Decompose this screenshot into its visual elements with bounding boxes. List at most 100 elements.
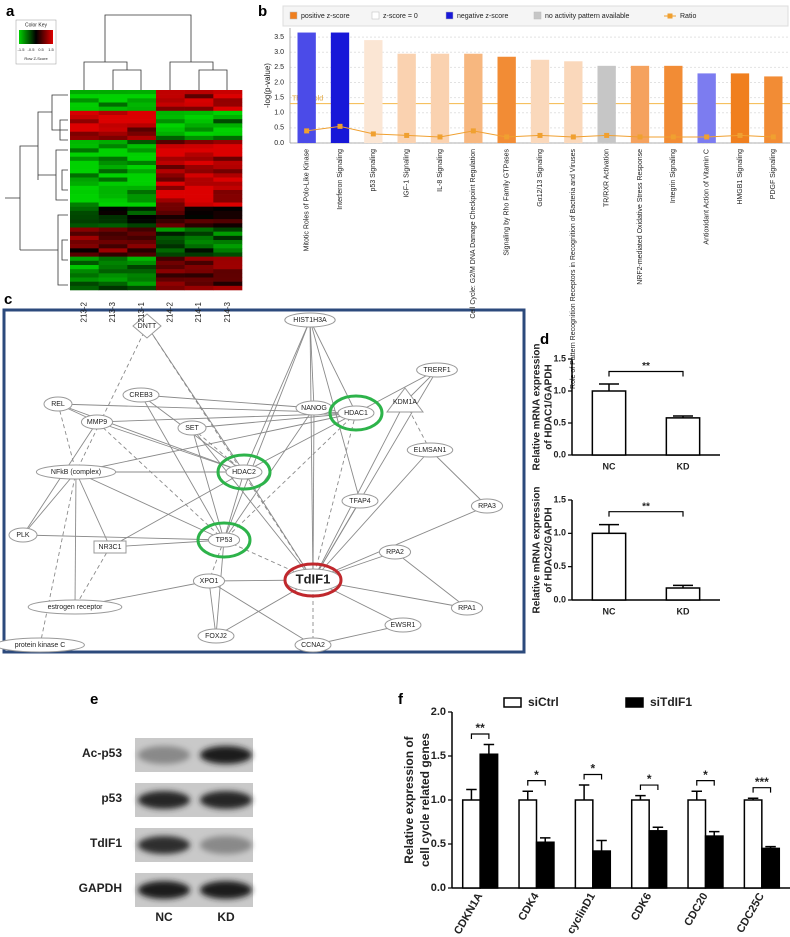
heatmap-cell [213, 219, 243, 224]
heatmap-cell [70, 181, 99, 187]
heatmap-cell [184, 269, 214, 274]
bar [704, 835, 724, 889]
heatmap-cell [184, 135, 214, 141]
heatmap-cell [156, 181, 185, 187]
x-tick-label: Signaling by Rho Family GTPases [504, 149, 511, 256]
heatmap-cell [156, 227, 185, 232]
bar [591, 390, 627, 456]
error-bar [708, 830, 720, 837]
heatmap-cell [156, 277, 185, 282]
node-label: NFkB (complex) [51, 469, 101, 476]
heatmap-cell [127, 156, 157, 162]
y-axis-label: Relative mRNA expression [532, 487, 543, 614]
heatmap-cell [184, 152, 214, 157]
heatmap-cell [156, 244, 185, 249]
network-node [122, 387, 160, 403]
heatmap-cell [70, 219, 99, 224]
network-edge [96, 421, 225, 541]
x-tick-label: IL-8 Signaling [437, 149, 444, 192]
heatmap-cell [127, 215, 157, 220]
y-tick-label: 0.5 [553, 561, 566, 571]
heatmap-cell [213, 94, 243, 99]
node-label: XPO1 [200, 578, 219, 585]
heatmap-cell [156, 102, 185, 107]
heatmap-cell [70, 127, 99, 132]
legend-swatch [445, 11, 454, 20]
error-bar [652, 826, 664, 831]
heatmap-cell [184, 215, 214, 220]
heatmap-cell [127, 181, 157, 187]
heatmap-cell [156, 156, 185, 162]
heatmap-cell [98, 223, 128, 228]
heatmap-cell [156, 273, 185, 278]
heatmap-cell [184, 110, 214, 116]
bar [597, 65, 616, 143]
heatmap-cell [156, 252, 185, 257]
network-edge [309, 319, 314, 581]
node-label: ELMSAN1 [414, 447, 447, 454]
heatmap-cell [184, 256, 214, 262]
heatmap-cell [70, 110, 99, 116]
heatmap-cell [127, 273, 157, 278]
heatmap-cell [127, 169, 157, 174]
blot-band [138, 881, 190, 899]
heatmap-cell [213, 106, 243, 112]
node-label: CCNA2 [301, 642, 325, 649]
network-node [406, 442, 454, 458]
heatmap-cell [70, 227, 99, 232]
node-highlight [196, 521, 252, 559]
y-axis-label: of HDAC1/GAPDH [544, 364, 555, 450]
heatmap-cell [98, 94, 128, 99]
significance-bracket [608, 511, 684, 517]
heatmap-cell [127, 219, 157, 224]
heatmap-cell [184, 223, 214, 228]
ratio-marker [304, 128, 310, 134]
ratio-marker [704, 134, 710, 140]
heatmap-cell [70, 156, 99, 162]
heatmap-cell [127, 160, 157, 166]
heatmap-cell [184, 119, 214, 124]
network-node [132, 313, 162, 339]
heatmap-cell [70, 248, 99, 253]
legend-swatch [667, 13, 673, 19]
heatmap-cell [213, 240, 243, 245]
heatmap-cell [213, 156, 243, 162]
color-key-gradient [19, 30, 53, 44]
bar [530, 59, 550, 143]
x-tick-label: Cell Cycle: G2/M DNA Damage Checkpoint R… [470, 149, 477, 319]
bar [591, 532, 627, 601]
blot-row-label: GAPDH [79, 881, 122, 895]
legend-label: negative z-score [457, 13, 508, 20]
bar [297, 32, 316, 143]
heatmap-cell [70, 235, 99, 241]
heatmap-cell [184, 181, 214, 187]
bar [464, 53, 483, 144]
heatmap-cell [70, 252, 99, 257]
node-label: CREB3 [129, 392, 152, 399]
heatmap-cell [156, 281, 185, 287]
heatmap-cell [70, 173, 99, 178]
heatmap-cell [70, 210, 99, 216]
y-tick-label: 2.5 [274, 64, 284, 71]
heatmap-cell [127, 94, 157, 99]
heatmap-cell [184, 244, 214, 249]
heatmap-cell [127, 98, 157, 103]
heatmap-cell [70, 165, 99, 170]
heatmap-cell [156, 231, 185, 237]
color-key-label: Row Z-Score [24, 56, 48, 61]
heatmap-cell [70, 240, 99, 245]
heatmap-cell [156, 190, 185, 195]
heatmap-cell [156, 106, 185, 112]
color-key-tick: 1.5 [48, 47, 54, 52]
heatmap-cell [98, 177, 128, 182]
x-tick-label: Gα12/13 Signaling [537, 149, 544, 207]
heatmap-cell [127, 235, 157, 241]
bar [479, 753, 499, 889]
legend-label: positive z-score [301, 13, 350, 20]
heatmap-cell [213, 231, 243, 237]
node-label: RPA3 [478, 503, 496, 510]
y-tick-label: 0.0 [553, 594, 566, 604]
blot-column-label: KD [217, 910, 235, 924]
heatmap-cell [213, 190, 243, 195]
heatmap-cell [127, 210, 157, 216]
